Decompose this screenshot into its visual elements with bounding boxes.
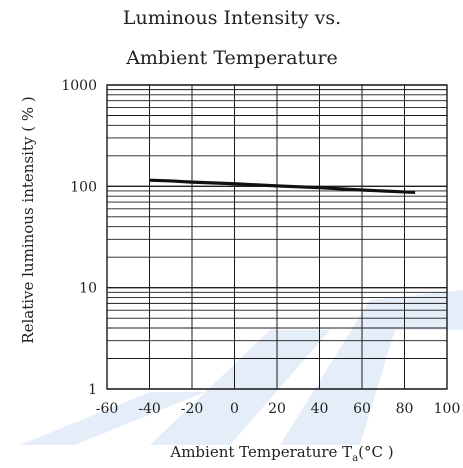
x-axis-label-main: Ambient Temperature T	[169, 443, 352, 461]
x-tick-label: 40	[311, 401, 329, 417]
x-tick-label: -60	[96, 401, 119, 417]
x-tick-label: 80	[396, 401, 414, 417]
watermark-graphic	[20, 290, 463, 445]
y-tick-label: 100	[70, 179, 97, 195]
chart-title-line-1: Luminous Intensity vs.	[123, 7, 341, 29]
watermark-shape	[20, 290, 463, 445]
x-tick-label: -40	[138, 401, 161, 417]
x-tick-label: 20	[268, 401, 286, 417]
chart-title-line-2: Ambient Temperature	[125, 47, 338, 69]
y-tick-labels: 1 10 100 1000	[61, 78, 97, 398]
y-tick-label: 1	[88, 382, 97, 398]
x-tick-labels: -60 -40 -20 0 20 40 60 80 100	[96, 401, 461, 417]
plot-border	[106, 84, 448, 390]
plot-series	[149, 178, 416, 195]
x-axis-label-unit: (°C )	[358, 443, 393, 461]
y-axis-label: Relative luminous intensity ( % )	[19, 96, 37, 343]
x-tick-label: 0	[230, 401, 239, 417]
x-axis-label-subscript: a	[352, 453, 358, 464]
x-tick-label: 60	[353, 401, 371, 417]
y-tick-label: 1000	[61, 78, 97, 94]
x-tick-label: -20	[181, 401, 204, 417]
plot-grid	[106, 84, 448, 390]
x-axis-label: Ambient Temperature Ta(°C )	[169, 443, 393, 464]
y-tick-label: 10	[79, 281, 97, 297]
x-tick-label: 100	[434, 401, 461, 417]
